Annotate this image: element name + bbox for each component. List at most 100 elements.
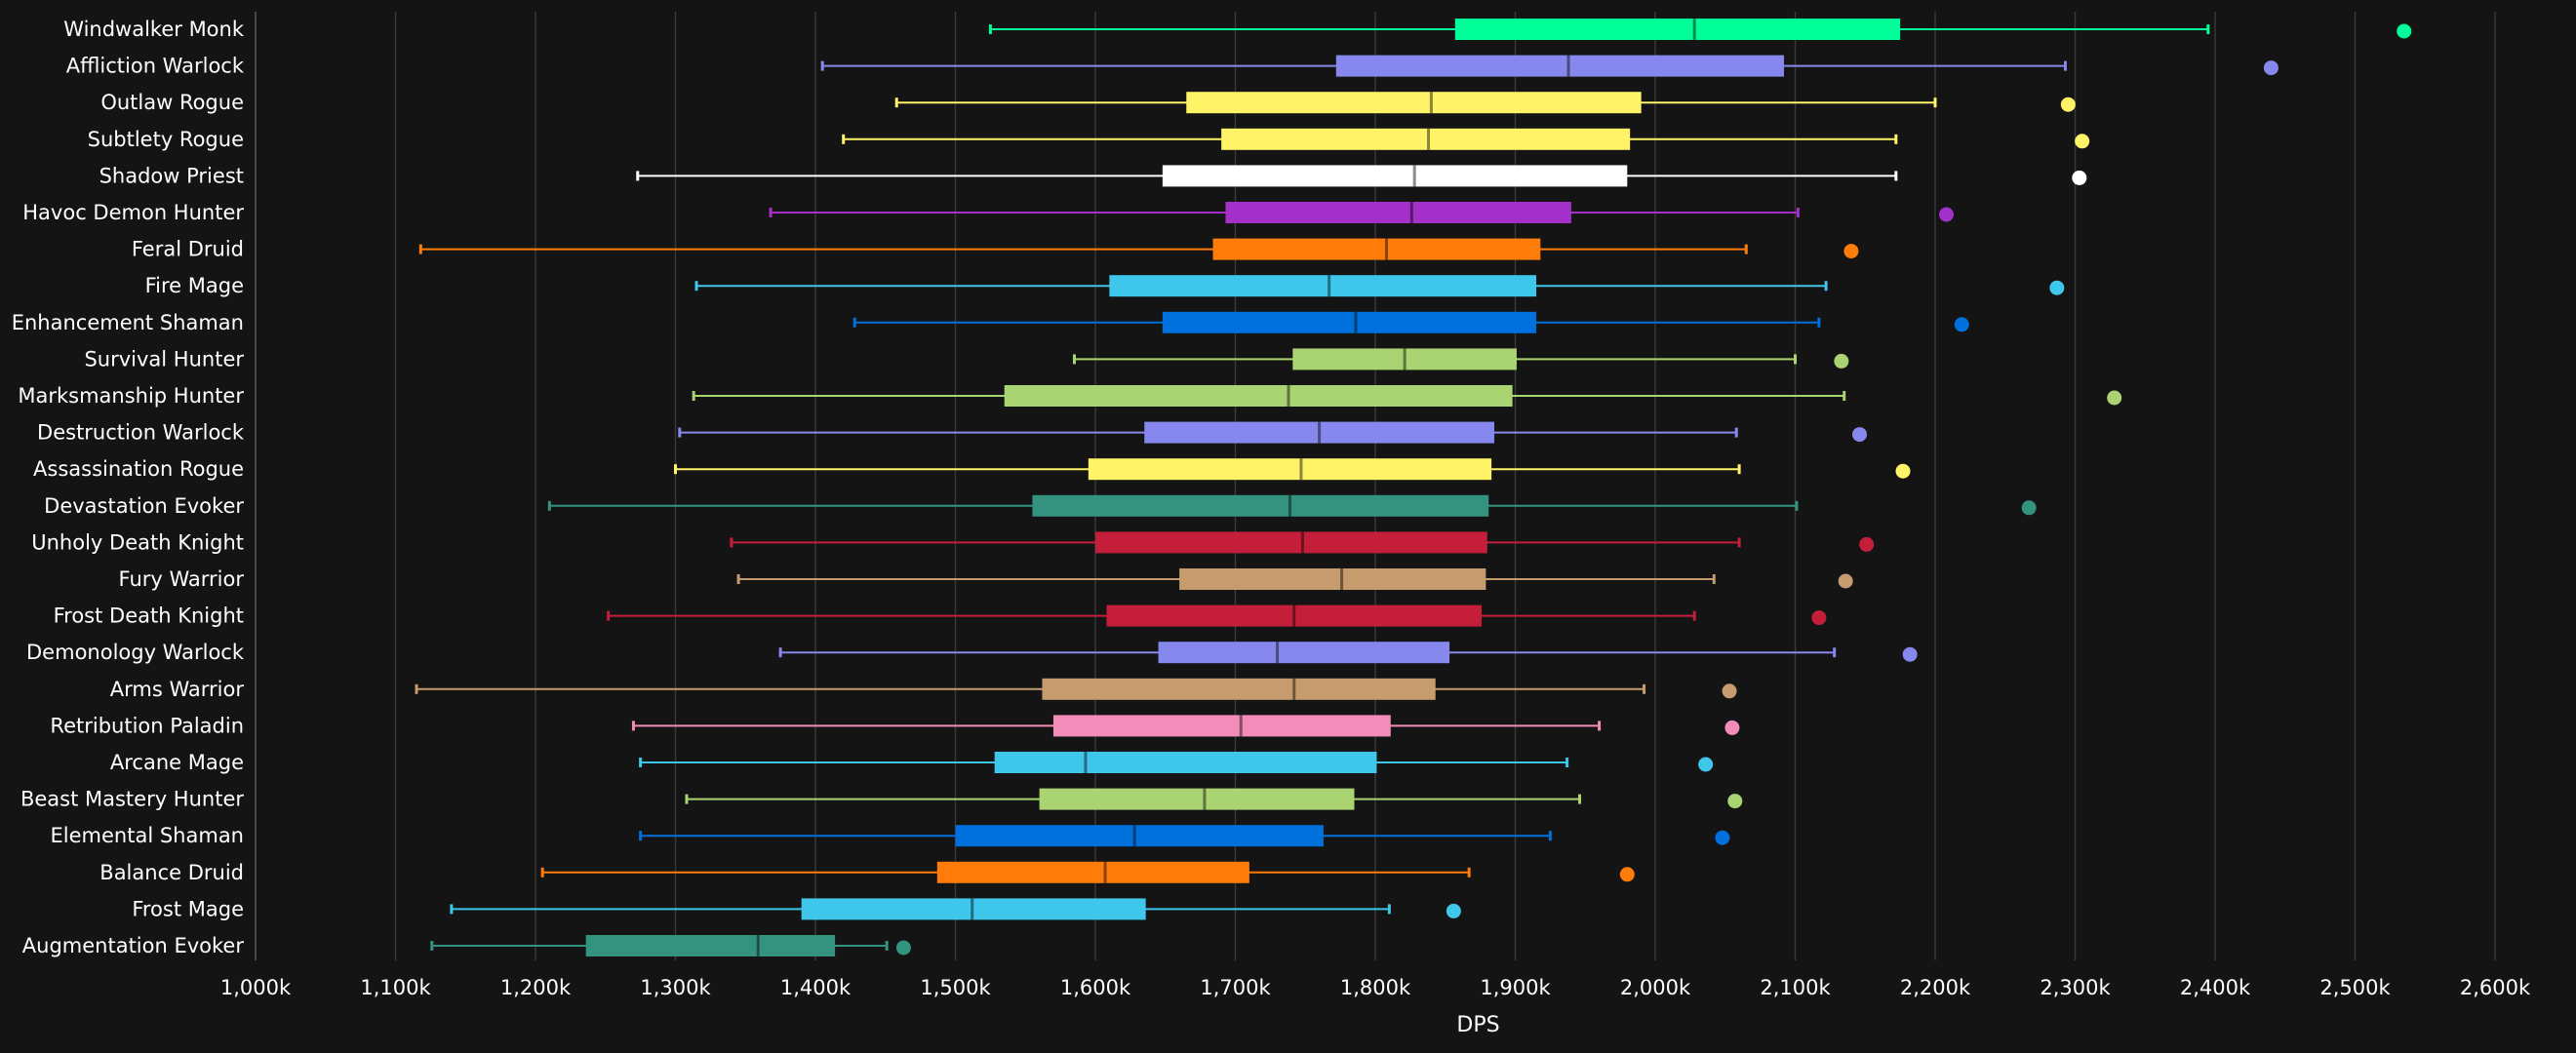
x-tick-label: 1,400k: [780, 976, 852, 999]
box-group: [852, 311, 1969, 333]
outlier-point: [1843, 244, 1859, 259]
iqr-box: [1144, 421, 1494, 444]
iqr-box: [1039, 788, 1355, 810]
category-label: Windwalker Monk: [63, 18, 245, 41]
x-tick-label: 2,300k: [2040, 976, 2111, 999]
box-group: [694, 275, 2065, 297]
iqr-box: [1335, 55, 1785, 77]
category-label: Retribution Paladin: [50, 714, 244, 737]
box-group: [692, 385, 2122, 407]
iqr-box: [1088, 458, 1492, 481]
x-tick-label: 2,200k: [1900, 976, 1971, 999]
category-label: Outlaw Rogue: [100, 91, 244, 114]
iqr-box: [1042, 678, 1436, 700]
iqr-box: [801, 898, 1146, 920]
category-label: Demonology Warlock: [26, 641, 245, 664]
category-label: Elemental Shaman: [51, 824, 244, 847]
category-label: Frost Mage: [132, 897, 244, 920]
x-tick-label: 1,600k: [1060, 976, 1131, 999]
box-group: [842, 128, 2090, 150]
box-group: [415, 678, 1737, 700]
outlier-point: [1446, 903, 1461, 918]
boxes: [415, 19, 2412, 956]
outlier-point: [1698, 757, 1714, 772]
iqr-box: [1221, 128, 1631, 150]
iqr-box: [1162, 165, 1628, 187]
x-tick-label: 2,000k: [1620, 976, 1691, 999]
outlier-point: [1902, 646, 1918, 662]
x-tick-label: 2,400k: [2180, 976, 2251, 999]
x-tick-label: 1,000k: [220, 976, 292, 999]
category-label: Fire Mage: [145, 274, 244, 297]
category-label: Fury Warrior: [119, 567, 245, 591]
iqr-box: [1106, 604, 1483, 627]
box-group: [418, 238, 1859, 260]
category-label: Subtlety Rogue: [88, 128, 244, 151]
outlier-point: [2263, 60, 2279, 76]
category-label: Unholy Death Knight: [31, 530, 244, 554]
category-label: Arcane Mage: [110, 751, 244, 774]
outlier-point: [2397, 23, 2412, 39]
iqr-box: [1225, 202, 1571, 223]
outlier-point: [2049, 280, 2065, 295]
category-label: Havoc Demon Hunter: [22, 201, 244, 224]
iqr-box: [1032, 494, 1489, 517]
iqr-box: [1454, 19, 1901, 40]
category-label: Affliction Warlock: [66, 55, 245, 78]
iqr-box: [1292, 348, 1517, 370]
x-tick-label: 2,500k: [2319, 976, 2391, 999]
x-tick-label: 1,200k: [500, 976, 572, 999]
outlier-point: [2107, 390, 2122, 406]
category-label: Devastation Evoker: [44, 494, 244, 518]
box-group: [636, 165, 2087, 187]
outlier-point: [2072, 170, 2087, 185]
outlier-point: [1859, 536, 1875, 552]
x-tick-label: 1,700k: [1200, 976, 1271, 999]
box-group: [894, 92, 2076, 114]
category-label: Balance Druid: [99, 861, 244, 884]
box-group: [547, 494, 2037, 517]
iqr-box: [1109, 275, 1537, 297]
outlier-point: [1938, 207, 1954, 222]
category-label: Assassination Rogue: [33, 457, 244, 481]
outlier-point: [2021, 500, 2037, 516]
category-label: Survival Hunter: [84, 347, 244, 370]
box-group: [631, 715, 1740, 737]
outlier-point: [1834, 353, 1849, 369]
iqr-box: [994, 752, 1377, 773]
category-label: Marksmanship Hunter: [18, 384, 244, 408]
x-tick-label: 2,600k: [2460, 976, 2531, 999]
x-tick-label: 2,100k: [1760, 976, 1831, 999]
box-group: [1072, 348, 1849, 370]
outlier-point: [1727, 794, 1743, 809]
iqr-box: [1052, 715, 1391, 737]
iqr-box: [1004, 385, 1513, 407]
outlier-point: [1954, 317, 1969, 332]
box-group: [778, 642, 1918, 664]
gridlines: [394, 12, 2496, 960]
box-group: [674, 458, 1911, 481]
x-tick-label: 1,800k: [1340, 976, 1411, 999]
y-axis-labels: Windwalker Monk Affliction Warlock Outlaw …: [12, 18, 245, 957]
box-group: [730, 531, 1875, 554]
box-group: [450, 898, 1461, 920]
outlier-point: [1722, 683, 1737, 699]
box-group: [769, 202, 1954, 223]
outlier-point: [1715, 830, 1730, 845]
box-group: [639, 752, 1714, 773]
box-group: [820, 55, 2279, 77]
iqr-box: [1179, 568, 1486, 590]
category-label: Enhancement Shaman: [12, 311, 244, 334]
category-label: Beast Mastery Hunter: [20, 788, 244, 811]
box-group: [540, 861, 1635, 883]
x-tick-label: 1,900k: [1480, 976, 1551, 999]
box-group: [607, 604, 1827, 627]
x-tick-label: 1,300k: [640, 976, 711, 999]
box-group: [988, 19, 2412, 40]
box-group: [430, 935, 911, 956]
outlier-point: [2060, 97, 2076, 112]
category-label: Arms Warrior: [110, 678, 245, 701]
